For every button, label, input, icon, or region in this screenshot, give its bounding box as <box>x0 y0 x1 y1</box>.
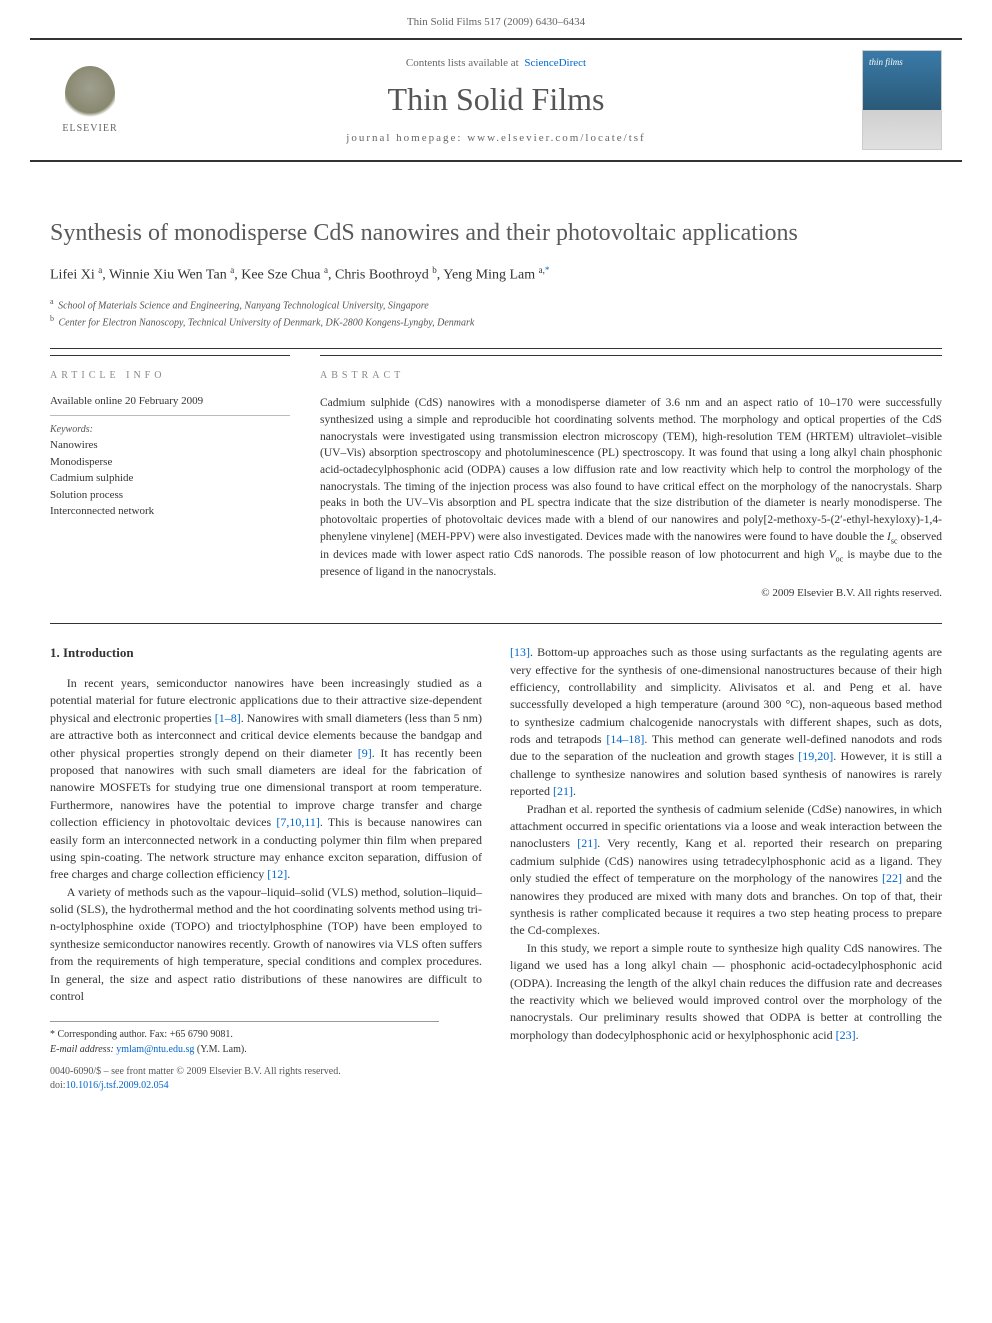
abstract-copyright: © 2009 Elsevier B.V. All rights reserved… <box>320 587 942 599</box>
keywords-list: NanowiresMonodisperseCadmium sulphideSol… <box>50 437 290 520</box>
citation-link[interactable]: [23] <box>836 1028 856 1042</box>
contents-prefix: Contents lists available at <box>406 57 519 69</box>
keywords-label: Keywords: <box>50 424 290 435</box>
affiliations: a School of Materials Science and Engine… <box>50 296 942 331</box>
email-suffix: (Y.M. Lam). <box>197 1044 247 1055</box>
citation-link[interactable]: [22] <box>882 871 902 885</box>
doi-label: doi: <box>50 1080 66 1091</box>
homepage-url: www.elsevier.com/locate/tsf <box>467 132 646 144</box>
journal-title: Thin Solid Films <box>130 81 862 118</box>
authors-line: Lifei Xi a, Winnie Xiu Wen Tan a, Kee Sz… <box>50 265 942 284</box>
publisher-name: ELSEVIER <box>62 123 117 134</box>
doi-line: doi:10.1016/j.tsf.2009.02.054 <box>50 1079 942 1093</box>
masthead: ELSEVIER Contents lists available at Sci… <box>30 38 962 162</box>
running-head: Thin Solid Films 517 (2009) 6430–6434 <box>0 0 992 38</box>
abstract-label: ABSTRACT <box>320 370 942 381</box>
citation-link[interactable]: [9] <box>358 746 372 760</box>
journal-homepage-line: journal homepage: www.elsevier.com/locat… <box>130 132 862 144</box>
masthead-center: Contents lists available at ScienceDirec… <box>130 57 862 144</box>
citation-link[interactable]: [7,10,11] <box>276 815 320 829</box>
available-online: Available online 20 February 2009 <box>50 395 290 416</box>
body-paragraph: In recent years, semiconductor nanowires… <box>50 675 482 884</box>
citation-link[interactable]: [14–18] <box>606 732 644 746</box>
corresponding-author-line: * Corresponding author. Fax: +65 6790 90… <box>50 1028 439 1043</box>
cover-label: thin films <box>869 57 903 67</box>
abstract-text: Cadmium sulphide (CdS) nanowires with a … <box>320 395 942 581</box>
footer-meta: 0040-6090/$ – see front matter © 2009 El… <box>0 1057 992 1113</box>
doi-link[interactable]: 10.1016/j.tsf.2009.02.054 <box>66 1080 169 1091</box>
section-heading-introduction: 1. Introduction <box>50 644 482 663</box>
journal-cover-thumbnail: thin films <box>862 50 942 150</box>
article-info-label: ARTICLE INFO <box>50 370 290 381</box>
section-divider <box>50 623 942 624</box>
citation-link[interactable]: [21] <box>577 836 597 850</box>
sciencedirect-link[interactable]: ScienceDirect <box>524 57 586 69</box>
contents-available-line: Contents lists available at ScienceDirec… <box>130 57 862 69</box>
citation-link[interactable]: [12] <box>267 867 287 881</box>
corresponding-email-link[interactable]: ymlam@ntu.edu.sg <box>116 1044 194 1055</box>
body-columns: 1. Introduction In recent years, semicon… <box>50 644 942 1057</box>
article-info-block: ARTICLE INFO Available online 20 Februar… <box>50 355 290 599</box>
citation-link[interactable]: [13] <box>510 645 530 659</box>
citation-link[interactable]: [1–8] <box>215 711 241 725</box>
homepage-prefix: journal homepage: <box>346 132 462 144</box>
publisher-logo: ELSEVIER <box>50 55 130 145</box>
article-title: Synthesis of monodisperse CdS nanowires … <box>50 220 942 247</box>
citation-link[interactable]: [19,20] <box>798 749 833 763</box>
issn-front-matter: 0040-6090/$ – see front matter © 2009 El… <box>50 1065 942 1079</box>
body-paragraph: Pradhan et al. reported the synthesis of… <box>510 801 942 940</box>
body-paragraph: A variety of methods such as the vapour–… <box>50 884 482 1006</box>
abstract-block: ABSTRACT Cadmium sulphide (CdS) nanowire… <box>320 355 942 599</box>
email-label: E-mail address: <box>50 1044 114 1055</box>
elsevier-tree-icon <box>65 66 115 121</box>
citation-link[interactable]: [21] <box>553 784 573 798</box>
body-paragraph: [13]. Bottom-up approaches such as those… <box>510 644 942 801</box>
corresponding-email-line: E-mail address: ymlam@ntu.edu.sg (Y.M. L… <box>50 1043 439 1058</box>
corresponding-author-footnote: * Corresponding author. Fax: +65 6790 90… <box>50 1021 439 1057</box>
body-paragraph: In this study, we report a simple route … <box>510 940 942 1044</box>
